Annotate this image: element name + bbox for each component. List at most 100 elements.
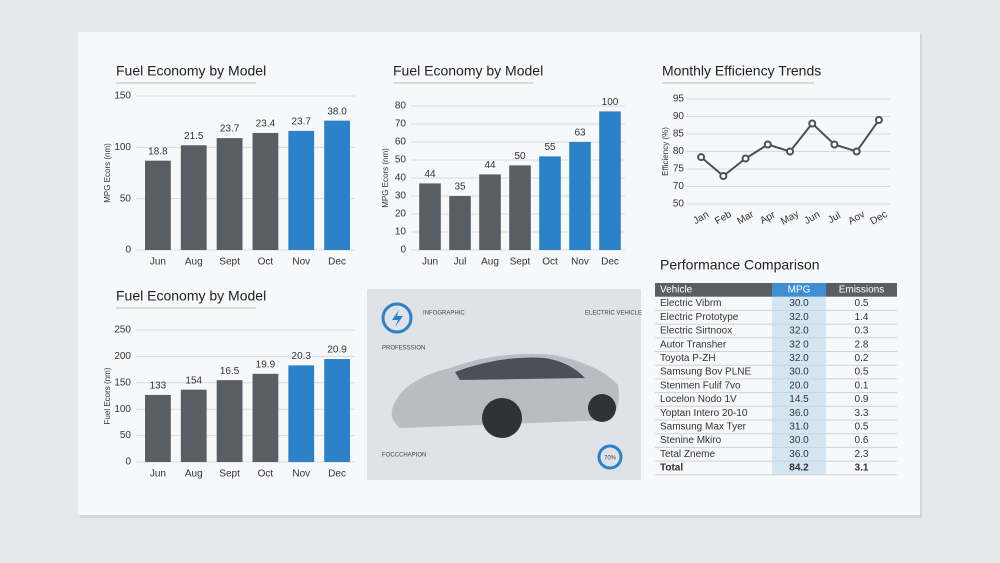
x-tick-label: Aug bbox=[185, 257, 203, 268]
cell: Samsung Bov PLNE bbox=[660, 367, 751, 378]
cell: Yoptan Intero 20-10 bbox=[660, 408, 748, 419]
y-axis-label: MPG Ecors (nm) bbox=[381, 148, 390, 208]
tag: INFOGRAPHIC bbox=[423, 311, 465, 317]
cell: 36.0 bbox=[789, 408, 809, 419]
cell: 2.8 bbox=[855, 339, 869, 350]
bar-annotation: 133 bbox=[150, 381, 167, 392]
cell: 32.0 bbox=[789, 312, 809, 323]
x-tick-label: Sept bbox=[219, 469, 240, 480]
cell: 32 0 bbox=[789, 339, 809, 350]
point bbox=[830, 140, 839, 149]
point bbox=[786, 147, 794, 156]
y-tick-label: 0 bbox=[125, 457, 131, 468]
y-tick-label: 0 bbox=[125, 245, 131, 256]
x-tick-label: Dec bbox=[601, 257, 619, 268]
bar bbox=[449, 196, 471, 250]
x-tick-label: Sept bbox=[219, 257, 240, 268]
header-text: MPG bbox=[788, 284, 811, 295]
cell: 0.1 bbox=[855, 380, 869, 391]
x-tick-label: Oct bbox=[258, 257, 274, 268]
y-tick-label: 0 bbox=[400, 245, 406, 256]
bar bbox=[419, 183, 441, 250]
y-tick-label: 70 bbox=[395, 119, 407, 130]
cell: Tetal Zneme bbox=[660, 449, 715, 460]
cell: 0.9 bbox=[855, 394, 869, 405]
bar-annotation: 44 bbox=[424, 169, 436, 180]
x-tick-label: Sept bbox=[510, 257, 531, 268]
cell: 3.1 bbox=[855, 463, 869, 474]
bar bbox=[509, 165, 531, 250]
cell: 20.0 bbox=[789, 380, 809, 391]
x-tick-label: Jun bbox=[150, 469, 166, 480]
header-cell bbox=[772, 283, 826, 297]
bar bbox=[145, 160, 171, 250]
cell: Autor Transher bbox=[660, 339, 727, 350]
y-tick-label: 250 bbox=[114, 325, 131, 336]
y-tick-label: 50 bbox=[120, 430, 132, 441]
header-text: Vehicle bbox=[660, 284, 693, 295]
bar-annotation: 154 bbox=[185, 375, 202, 386]
y-tick-label: 10 bbox=[395, 227, 407, 238]
bolt bbox=[392, 310, 403, 327]
y-axis-label: Fuel Ecors (nm) bbox=[103, 367, 112, 424]
y-tick-label: 40 bbox=[395, 173, 407, 184]
x-tick-label: Oct bbox=[258, 469, 274, 480]
bar-annotation: 100 bbox=[602, 97, 619, 108]
cell: 0.2 bbox=[855, 353, 869, 364]
x-tick-label: Nov bbox=[292, 257, 310, 268]
bar-annotation: 18.8 bbox=[148, 146, 168, 157]
bar bbox=[288, 365, 315, 462]
bar bbox=[324, 120, 350, 250]
x-tick-label: Aug bbox=[185, 469, 203, 480]
bar-annotation: 44 bbox=[484, 160, 496, 171]
infographic: INFOGRAPHIC ELECTRIC VEHICLE PROFESSSION… bbox=[367, 289, 642, 480]
chart-title: Fuel Economy by Model bbox=[116, 288, 266, 304]
x-tick-label: Nov bbox=[292, 469, 310, 480]
y-tick-label: 95 bbox=[673, 94, 685, 105]
y-tick-label: 80 bbox=[673, 146, 685, 157]
bar bbox=[252, 132, 279, 250]
chart-title: Monthly Efficiency Trends bbox=[662, 63, 821, 79]
x-tick-label: Dec bbox=[328, 469, 346, 480]
y-tick-label: 70 bbox=[673, 181, 685, 192]
x-tick-label: Oct bbox=[542, 257, 558, 268]
cell: 0.5 bbox=[855, 298, 869, 309]
cell: 84.2 bbox=[789, 463, 809, 474]
chart-title: Fuel Economy by Model bbox=[116, 63, 266, 79]
cell: 32.0 bbox=[789, 326, 809, 337]
car-window bbox=[455, 357, 585, 380]
wheel bbox=[482, 398, 522, 438]
bar-annotation: 63 bbox=[574, 128, 586, 139]
bar bbox=[324, 359, 350, 462]
bar-annotation: 23.4 bbox=[256, 119, 276, 130]
bar bbox=[539, 156, 561, 250]
cell: 14.5 bbox=[789, 394, 809, 405]
bar-annotation: 19.9 bbox=[256, 359, 276, 370]
cell: 36.0 bbox=[789, 449, 809, 460]
y-tick-label: 50 bbox=[395, 155, 407, 166]
point bbox=[874, 116, 883, 124]
x-tick-label: Aug bbox=[481, 257, 499, 268]
y-tick-label: 100 bbox=[114, 404, 131, 415]
cell: 30.0 bbox=[789, 298, 809, 309]
mpg-highlight bbox=[772, 296, 826, 475]
cell: 0.6 bbox=[855, 435, 869, 446]
cell: Electric Vibrm bbox=[660, 298, 722, 309]
bar bbox=[599, 111, 621, 251]
y-axis-label: Efficiency (%) bbox=[661, 127, 670, 176]
y-axis-label: MPG Ecors (nm) bbox=[103, 143, 112, 203]
point bbox=[808, 119, 817, 128]
tag: ELECTRIC VEHICLE bbox=[585, 311, 642, 317]
cell: Electric Prototype bbox=[660, 312, 739, 323]
x-tick-label: Jun bbox=[150, 257, 166, 268]
bar-annotation: 23.7 bbox=[220, 124, 240, 135]
header-cell bbox=[826, 283, 897, 297]
cell: 32.0 bbox=[789, 353, 809, 364]
point bbox=[852, 147, 861, 156]
y-tick-label: 100 bbox=[114, 142, 131, 153]
y-tick-label: 50 bbox=[673, 199, 685, 210]
point bbox=[741, 154, 750, 163]
x-tick-label: Dec bbox=[328, 257, 346, 268]
y-tick-label: 80 bbox=[395, 101, 407, 112]
